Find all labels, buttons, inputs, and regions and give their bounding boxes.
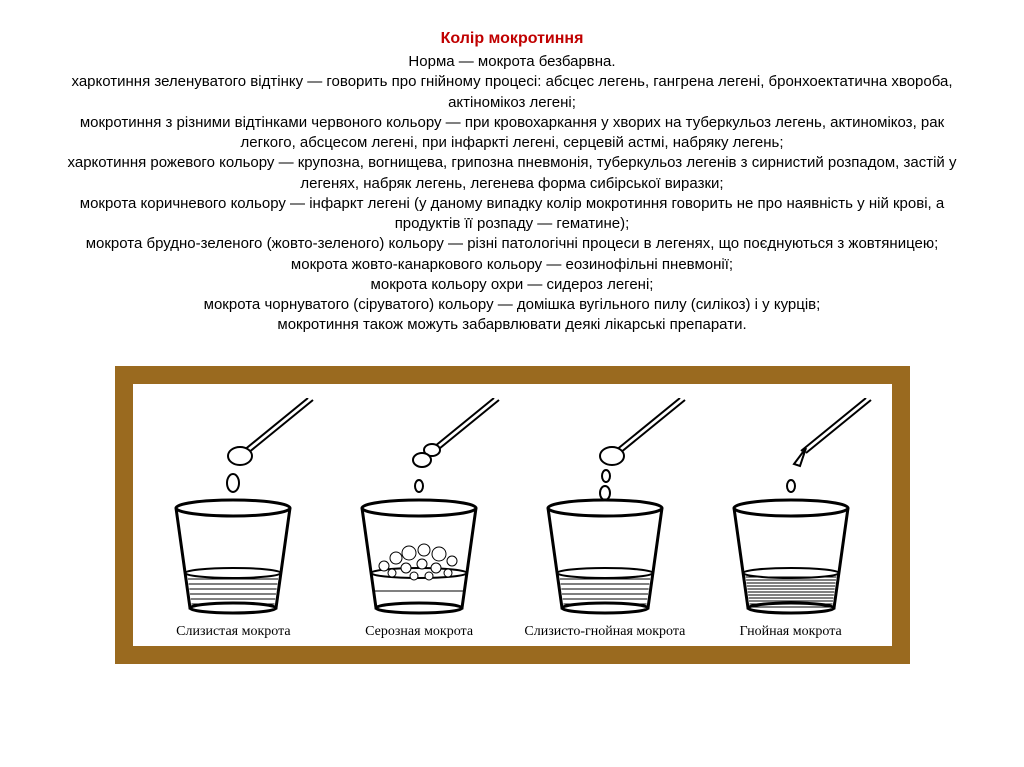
cup-cell: Слизистая мокрота <box>141 398 327 640</box>
cup-cell: Гнойная мокрота <box>698 398 884 640</box>
body-line: мокрота кольору охри — сидероз легені; <box>20 275 1004 295</box>
body-line: продуктів її розпаду — гематине); <box>20 214 1004 234</box>
figure-wrap: Слизистая мокрота Серозная мокрота Слизист… <box>115 366 910 664</box>
page: Колір мокротиння Норма — мокрота безбарв… <box>0 0 1024 664</box>
body-line: легкого, абсцесом легені, при інфаркті л… <box>20 133 1004 153</box>
heading-title: Колір мокротиння <box>20 30 1004 48</box>
figure-frame: Слизистая мокрота Серозная мокрота Слизист… <box>115 366 910 664</box>
cup-caption: Серозная мокрота <box>365 624 473 640</box>
body-line: легенях, набряк легень, легенева форма с… <box>20 174 1004 194</box>
body-line: актіномікоз легені; <box>20 93 1004 113</box>
body-text-block: Норма — мокрота безбарвна.харкотиння зел… <box>20 52 1004 336</box>
body-line: харкотиння рожевого кольору — крупозна, … <box>20 153 1004 173</box>
cup-caption: Слизисто-гнойная мокрота <box>524 624 685 640</box>
body-line: Норма — мокрота безбарвна. <box>20 52 1004 72</box>
body-line: мокрота брудно-зеленого (жовто-зеленого)… <box>20 234 1004 254</box>
cup-caption: Гнойная мокрота <box>740 624 842 640</box>
body-line: мокрота чорнуватого (сіруватого) кольору… <box>20 295 1004 315</box>
body-line: мокротиння з різними відтінками червоног… <box>20 113 1004 133</box>
cup-cell: Слизисто-гнойная мокрота <box>512 398 698 640</box>
body-line: мокрота жовто-канаркового кольору — еози… <box>20 255 1004 275</box>
body-line: мокротиння також можуть забарвлювати дея… <box>20 315 1004 335</box>
body-line: харкотиння зеленуватого відтінку — говор… <box>20 72 1004 92</box>
cup-cell: Серозная мокрота <box>326 398 512 640</box>
body-line: мокрота коричневого кольору — інфаркт ле… <box>20 194 1004 214</box>
cups-row: Слизистая мокрота Серозная мокрота Слизист… <box>133 384 892 646</box>
cup-caption: Слизистая мокрота <box>176 624 290 640</box>
